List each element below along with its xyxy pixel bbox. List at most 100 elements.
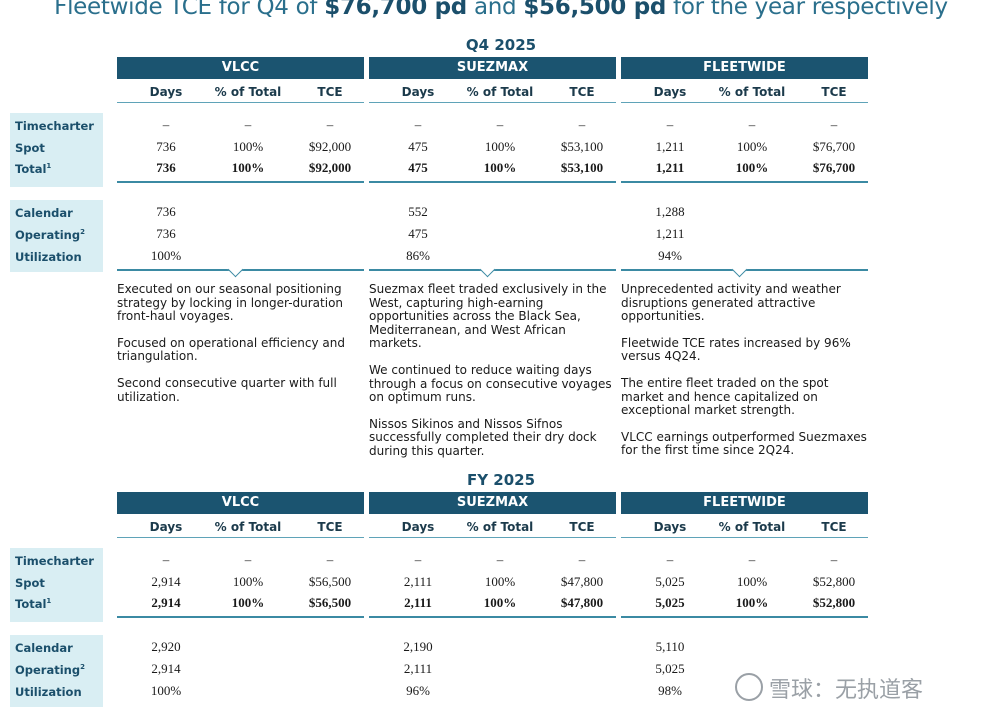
total-rule — [621, 181, 868, 183]
label-box — [10, 548, 103, 622]
cell-total: $76,700 — [812, 160, 856, 175]
cell-spot: $56,500 — [308, 574, 352, 589]
row-label-utilization: Utilization — [15, 250, 82, 264]
row-label-spot: Spot — [15, 576, 45, 590]
column-header-pct: % of Total — [718, 85, 786, 99]
cell-utilization: 98% — [658, 683, 682, 698]
cell-timecharter: – — [326, 552, 334, 567]
cell-total: 100% — [483, 160, 517, 175]
cell-total: 5,025 — [655, 595, 685, 610]
cell-timecharter: – — [578, 552, 586, 567]
page-title: Fleetwide TCE for Q4 of $76,700 pd and $… — [0, 0, 1002, 20]
cell-total: 100% — [231, 160, 265, 175]
row-label-calendar: Calendar — [15, 206, 73, 220]
watermark-logo-icon — [735, 673, 763, 701]
cell-total: 736 — [156, 160, 176, 175]
cell-spot: 736 — [156, 139, 176, 154]
cell-total: $52,800 — [812, 595, 856, 610]
cell-total: 100% — [735, 595, 769, 610]
fy-section-title: FY 2025 — [466, 471, 536, 489]
pointer-arrow-icon — [227, 261, 244, 278]
label-box — [10, 635, 103, 707]
note-paragraph: Nissos Sikinos and Nissos Sifnos success… — [369, 416, 597, 458]
column-header-days: Days — [653, 85, 687, 99]
cell-timecharter: – — [162, 117, 170, 132]
cell-calendar: 2,190 — [403, 639, 433, 654]
cell-utilization: 96% — [406, 683, 430, 698]
cell-total: $92,000 — [308, 160, 352, 175]
pointer-arrow-icon — [731, 261, 748, 278]
note-paragraph: We continued to reduce waiting days thro… — [369, 362, 612, 405]
notes-column: Suezmax fleet traded exclusively in the … — [369, 282, 621, 472]
cell-spot: 100% — [736, 139, 768, 154]
cell-total: 2,111 — [404, 595, 432, 610]
title-q4-value: $76,700 pd — [324, 0, 467, 20]
row-label-spot: Spot — [15, 141, 45, 155]
column-header-tce: TCE — [569, 520, 595, 534]
cell-operating: 2,111 — [403, 661, 433, 676]
cell-timecharter: – — [496, 117, 504, 132]
cell-timecharter: – — [748, 117, 756, 132]
cell-utilization: 86% — [406, 248, 430, 263]
row-label-timecharter: Timecharter — [15, 554, 94, 568]
row-label-utilization: Utilization — [15, 685, 82, 699]
cell-timecharter: – — [578, 117, 586, 132]
cell-calendar: 2,920 — [151, 639, 181, 654]
notes-column: Executed on our seasonal positioning str… — [117, 282, 369, 417]
cell-timecharter: – — [244, 117, 252, 132]
cell-timecharter: – — [326, 117, 334, 132]
header-rule — [117, 102, 364, 103]
cell-spot: $53,100 — [560, 139, 604, 154]
label-box — [10, 200, 103, 272]
cell-total: 1,211 — [655, 160, 685, 175]
header-rule — [117, 537, 364, 538]
note-paragraph: Unprecedented activity and weather disru… — [621, 282, 841, 324]
column-header-pct: % of Total — [466, 520, 534, 534]
column-header-pct: % of Total — [214, 520, 282, 534]
row-label-total: Total1 — [15, 597, 52, 611]
column-header-tce: TCE — [317, 85, 343, 99]
cell-spot: $47,800 — [560, 574, 604, 589]
fy-group-header: SUEZMAX — [369, 492, 616, 514]
cell-timecharter: – — [666, 552, 674, 567]
header-rule — [369, 537, 616, 538]
column-header-pct: % of Total — [214, 85, 282, 99]
cell-spot: 100% — [484, 574, 516, 589]
cell-spot: 2,111 — [403, 574, 433, 589]
cell-spot: $52,800 — [812, 574, 856, 589]
cell-utilization: 100% — [150, 683, 182, 698]
cell-utilization: 94% — [658, 248, 682, 263]
cell-timecharter: – — [244, 552, 252, 567]
column-header-days: Days — [401, 85, 435, 99]
cell-total: 100% — [735, 160, 769, 175]
q4-group-header: SUEZMAX — [369, 57, 616, 79]
cell-total: 2,914 — [151, 595, 181, 610]
watermark: 雪球：无执道客 — [735, 672, 923, 704]
title-fy-value: $56,500 pd — [523, 0, 667, 20]
column-header-pct: % of Total — [466, 85, 534, 99]
header-rule — [369, 102, 616, 103]
row-label-operating: Operating2 — [15, 228, 85, 242]
total-rule — [117, 616, 364, 618]
cell-total: $56,500 — [308, 595, 352, 610]
column-header-days: Days — [149, 85, 183, 99]
header-rule — [621, 537, 868, 538]
cell-spot: $92,000 — [308, 139, 352, 154]
cell-timecharter: – — [162, 552, 170, 567]
cell-timecharter: – — [414, 117, 422, 132]
cell-operating: 1,211 — [655, 226, 685, 241]
cell-operating: 2,914 — [151, 661, 181, 676]
cell-timecharter: – — [748, 552, 756, 567]
cell-spot: $76,700 — [812, 139, 856, 154]
cell-operating: 475 — [408, 226, 428, 241]
row-label-operating: Operating2 — [15, 663, 85, 677]
cell-spot: 100% — [232, 139, 264, 154]
cell-calendar: 5,110 — [655, 639, 685, 654]
cell-timecharter: – — [414, 552, 422, 567]
cell-timecharter: – — [666, 117, 674, 132]
row-label-timecharter: Timecharter — [15, 119, 94, 133]
cell-spot: 5,025 — [655, 574, 685, 589]
note-paragraph: Executed on our seasonal positioning str… — [117, 282, 344, 324]
cell-calendar: 736 — [156, 204, 176, 219]
total-rule — [369, 181, 616, 183]
